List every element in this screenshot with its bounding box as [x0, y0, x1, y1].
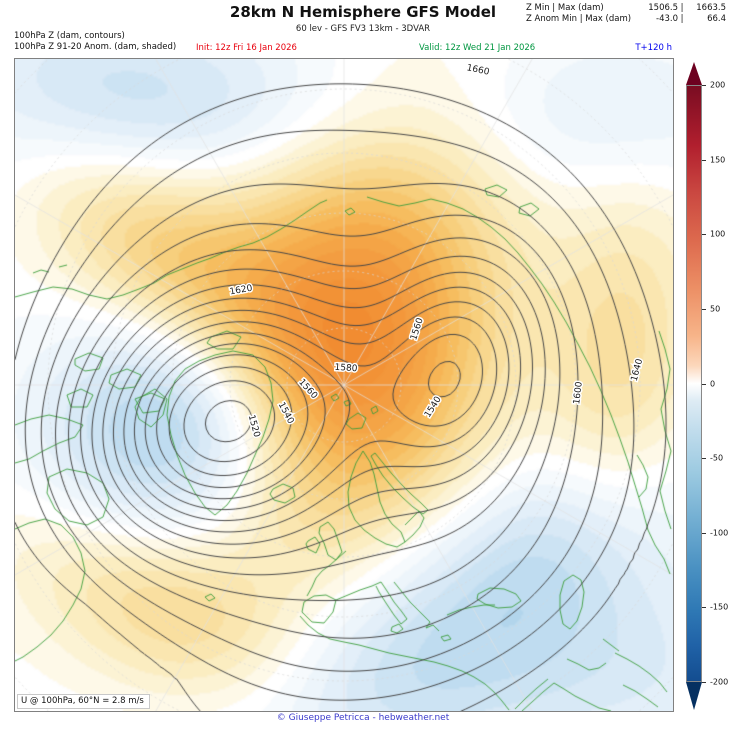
zmin-max-stats: Z Min | Max (dam) 1506.5 | 1663.5 Z Anom… — [526, 3, 726, 25]
colorbar-tick-label: -50 — [710, 453, 724, 463]
zanom-minmax-label: Z Anom Min | Max (dam) — [526, 14, 632, 24]
colorbar-tick-mark — [702, 458, 706, 460]
model-subtitle: 60 lev - GFS FV3 13km - 3DVAR — [295, 24, 431, 34]
z-minmax-row: Z Min | Max (dam) 1506.5 | 1663.5 — [526, 3, 726, 14]
layer-legend: 100hPa Z (dam, contours) 100hPa Z 91-20 … — [14, 31, 176, 53]
colorbar-tick-label: 200 — [710, 80, 726, 90]
attribution-link[interactable]: © Giuseppe Petricca - hebweather.net — [276, 713, 450, 723]
shading-layer-label: 100hPa Z 91-20 Anom. (dam, shaded) — [14, 42, 177, 52]
colorbar-tick-mark — [702, 308, 706, 310]
map-canvas — [15, 59, 673, 711]
wind-info-box: U @ 100hPa, 60°N = 2.8 m/s — [17, 694, 150, 709]
init-time-label: Init: 12z Fri 16 Jan 2026 — [196, 43, 297, 53]
colorbar-extend-down-arrow-icon — [686, 682, 702, 710]
separator: | — [680, 14, 684, 24]
colorbar-tick-mark — [702, 85, 706, 86]
colorbar-tick-label: -150 — [710, 602, 729, 612]
page-title: 28km N Hemisphere GFS Model — [229, 3, 497, 21]
colorbar-tick-mark — [702, 383, 706, 385]
zanom-minmax-row: Z Anom Min | Max (dam) -43.0 | 66.4 — [526, 14, 726, 25]
colorbar-tick-label: 150 — [710, 155, 726, 165]
colorbar-tick-label: -100 — [710, 528, 729, 538]
valid-time-label: Valid: 12z Wed 21 Jan 2026 — [419, 43, 536, 53]
colorbar-tick-mark — [702, 159, 706, 161]
colorbar-tick-mark — [702, 532, 706, 534]
separator: | — [680, 3, 684, 13]
contour-layer-label: 100hPa Z (dam, contours) — [14, 31, 125, 41]
colorbar: 200 150 100 50 0 -50 -100 -150 -200 — [686, 62, 730, 714]
colorbar-tick-label: -200 — [710, 677, 729, 687]
map-panel: 1660 1620 1580 1560 1560 1540 1540 1520 1600 1640… — [14, 58, 674, 712]
zanom-max-value: 66.4 — [707, 14, 726, 24]
colorbar-tick-label: 50 — [710, 304, 721, 314]
colorbar-tick-mark — [702, 682, 706, 683]
z-minmax-label: Z Min | Max (dam) — [526, 3, 604, 13]
forecast-lead-label: T+120 h — [635, 43, 672, 53]
colorbar-tick-label: 0 — [710, 379, 716, 388]
colorbar-gradient — [686, 85, 702, 682]
colorbar-tick-mark — [702, 607, 706, 609]
colorbar-tick-mark — [702, 234, 706, 236]
z-min-value: 1506.5 — [648, 3, 678, 13]
z-max-value: 1663.5 — [696, 3, 726, 13]
zanom-min-value: -43.0 — [656, 14, 678, 24]
colorbar-tick-label: 100 — [710, 229, 726, 239]
colorbar-extend-上-arrow-icon — [686, 62, 702, 85]
